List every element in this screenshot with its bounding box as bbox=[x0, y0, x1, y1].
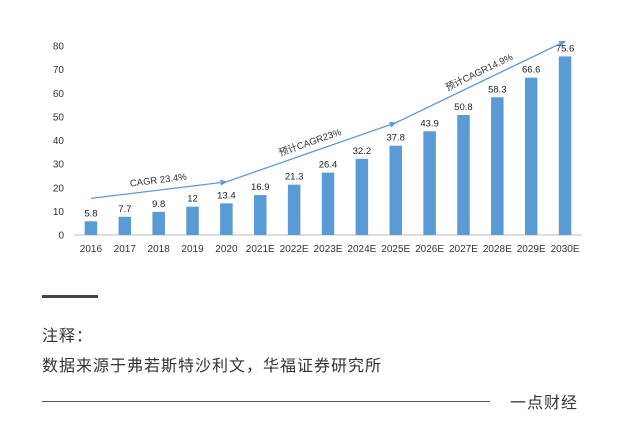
y-tick-label: 70 bbox=[53, 65, 65, 76]
bar-value-label: 66.6 bbox=[522, 65, 541, 76]
source-note: 数据来源于弗若斯特沙利文，华福证券研究所 bbox=[42, 356, 383, 375]
bar bbox=[84, 221, 98, 235]
x-tick-label: 2017 bbox=[114, 244, 137, 255]
bar bbox=[118, 216, 132, 235]
bar-chart: 0 10 20 30 40 50 60 70 80 5.8 2016 7.7 2017 9.8 2018 12… bbox=[53, 40, 582, 255]
bar bbox=[287, 184, 301, 235]
bar-value-label: 12 bbox=[187, 194, 198, 205]
cagr-arrow bbox=[90, 179, 228, 200]
divider-long bbox=[42, 401, 490, 402]
x-tick-label: 2024E bbox=[347, 244, 376, 255]
x-tick-label: 2028E bbox=[483, 244, 512, 255]
bar-value-label: 21.3 bbox=[285, 172, 304, 183]
x-tick-label: 2026E bbox=[415, 244, 444, 255]
bar-value-label: 13.4 bbox=[217, 190, 236, 201]
y-tick-label: 10 bbox=[53, 207, 65, 218]
bar-value-label: 16.9 bbox=[251, 182, 270, 193]
x-tick-label: 2023E bbox=[314, 244, 343, 255]
bar bbox=[389, 145, 402, 235]
bar bbox=[423, 131, 436, 235]
y-tick-label: 80 bbox=[53, 42, 65, 53]
x-tick-label: 2027E bbox=[449, 244, 478, 255]
x-tick-label: 2025E bbox=[381, 244, 410, 255]
chart-area: 0 10 20 30 40 50 60 70 80 5.8 2016 7.7 2017 9.8 2018 12… bbox=[53, 40, 582, 255]
bar bbox=[254, 195, 267, 235]
bar-value-label: 58.3 bbox=[488, 84, 507, 95]
bar bbox=[321, 172, 335, 235]
bar-value-label: 37.8 bbox=[386, 133, 405, 144]
bar-value-label: 43.9 bbox=[420, 118, 439, 129]
bar bbox=[524, 77, 538, 235]
bar-value-label: 7.7 bbox=[118, 204, 131, 215]
bar-value-label: 50.8 bbox=[454, 102, 473, 113]
bar bbox=[491, 97, 504, 235]
bar-value-label: 32.2 bbox=[353, 146, 372, 157]
bar-value-label: 26.4 bbox=[319, 160, 338, 171]
bar bbox=[186, 206, 199, 235]
bar bbox=[220, 203, 233, 235]
y-tick-label: 0 bbox=[58, 231, 64, 242]
brand-signature: 一点财经 bbox=[510, 393, 579, 412]
cagr-arrow bbox=[395, 40, 566, 124]
x-tick-label: 2019 bbox=[181, 244, 204, 255]
cagr-arrow bbox=[226, 121, 397, 183]
cagr-label: 预计CAGR23% bbox=[277, 126, 343, 159]
y-tick-label: 40 bbox=[53, 136, 65, 147]
x-tick-label: 2020 bbox=[215, 244, 238, 255]
y-tick-label: 60 bbox=[53, 89, 65, 100]
bar-value-label: 9.8 bbox=[152, 199, 165, 210]
bar-value-label: 75.6 bbox=[556, 43, 575, 54]
note-label: 注释： bbox=[42, 326, 94, 345]
bar-value-label: 5.8 bbox=[84, 208, 97, 219]
bar bbox=[457, 114, 470, 235]
bar bbox=[152, 211, 165, 235]
x-tick-label: 2030E bbox=[551, 244, 580, 255]
x-tick-label: 2018 bbox=[148, 244, 171, 255]
bar bbox=[558, 56, 572, 235]
y-tick-label: 20 bbox=[53, 183, 65, 194]
x-tick-label: 2029E bbox=[517, 244, 546, 255]
divider-short bbox=[42, 295, 98, 298]
y-tick-label: 30 bbox=[53, 160, 65, 171]
y-tick-label: 50 bbox=[53, 112, 65, 123]
x-tick-label: 2022E bbox=[280, 244, 309, 255]
x-tick-label: 2016 bbox=[80, 244, 103, 255]
bar bbox=[355, 158, 369, 235]
x-tick-label: 2021E bbox=[246, 244, 275, 255]
cagr-label: CAGR 23.4% bbox=[129, 172, 187, 190]
